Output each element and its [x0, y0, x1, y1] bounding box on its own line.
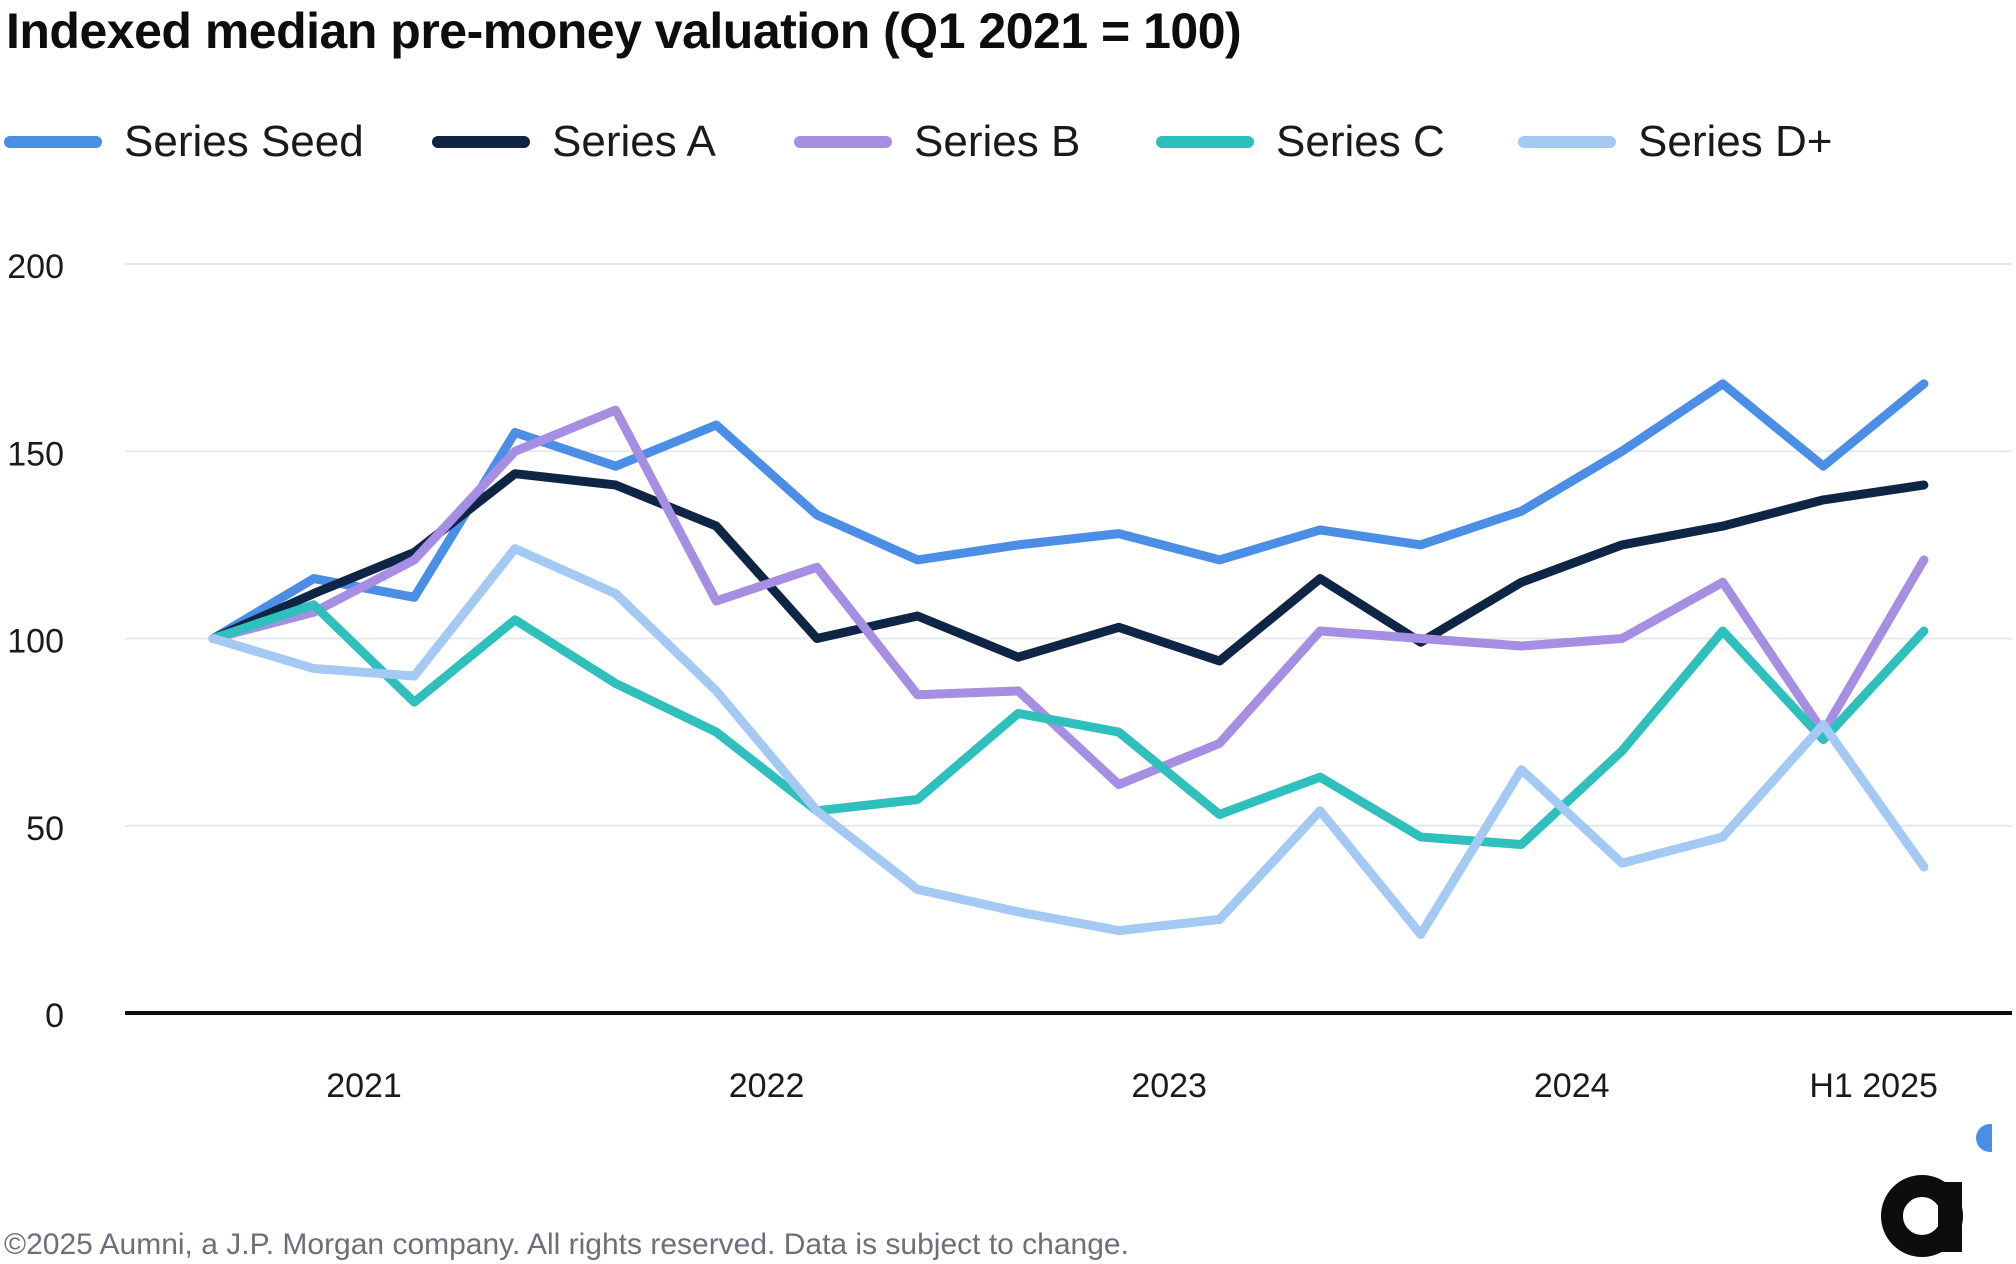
legend-swatch: [432, 136, 530, 148]
series-line: [208, 600, 1929, 849]
legend-item: Series C: [1156, 110, 1445, 174]
legend-swatch: [794, 136, 892, 148]
legend-swatch: [4, 136, 102, 148]
legend-label: Series Seed: [124, 117, 364, 166]
series-line: [208, 379, 1929, 643]
series-line: [208, 544, 1929, 939]
x-tick-label: 2022: [729, 1067, 805, 1105]
x-tick-label: 2024: [1534, 1067, 1610, 1105]
legend: Series Seed Series A Series B Series C Serie…: [0, 110, 1960, 174]
legend-label: Series A: [552, 117, 716, 166]
legend-item: Series D+: [1518, 110, 1832, 174]
aumni-logo: [1881, 1124, 1992, 1257]
logo-dot: [1976, 1124, 1992, 1152]
chart-title: Indexed median pre-money valuation (Q1 2…: [6, 3, 1242, 59]
copyright-footer: ©2025 Aumni, a J.P. Morgan company. All …: [4, 1228, 1129, 1261]
x-tick-label: H1 2025: [1809, 1067, 1938, 1105]
line-chart: 0 50 100 150 200 2021 2022 2023 2024 H1 2025: [7, 248, 2012, 1105]
y-tick-label: 150: [7, 435, 64, 473]
series-line: [208, 405, 1929, 790]
legend-swatch: [1518, 136, 1616, 148]
y-tick-label: 0: [45, 997, 64, 1035]
y-tick-label: 100: [7, 623, 64, 661]
series-line: [208, 469, 1929, 666]
legend-item: Series Seed: [4, 110, 364, 174]
legend-label: Series B: [914, 117, 1081, 166]
legend-item: Series A: [432, 110, 716, 174]
y-tick-label: 200: [7, 248, 64, 286]
legend-item: Series B: [794, 110, 1080, 174]
x-tick-label: 2021: [326, 1067, 402, 1105]
legend-swatch: [1156, 136, 1254, 148]
legend-label: Series D+: [1638, 117, 1833, 166]
logo-letter-stem: [1938, 1182, 1962, 1252]
legend-label: Series C: [1276, 117, 1445, 166]
y-tick-label: 50: [26, 810, 64, 848]
x-tick-label: 2023: [1131, 1067, 1207, 1105]
